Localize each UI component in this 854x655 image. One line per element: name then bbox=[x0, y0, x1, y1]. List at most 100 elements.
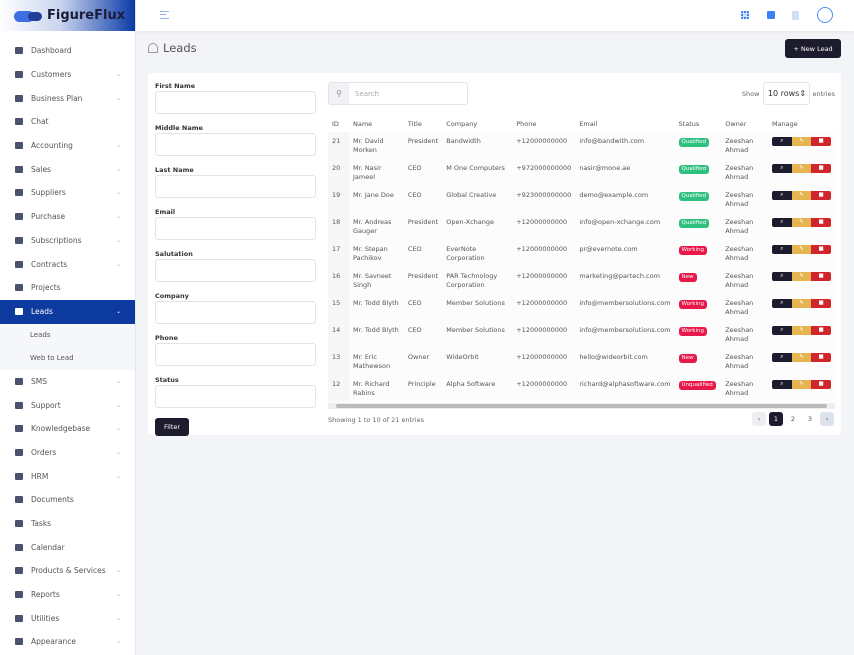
page-button[interactable]: 2 bbox=[790, 415, 796, 423]
sidebar-item-products-services[interactable]: Products & Services ⌄ bbox=[0, 559, 135, 583]
sidebar-item-knowledgebase[interactable]: Knowledgebase ⌄ bbox=[0, 417, 135, 441]
sidebar-item-sales[interactable]: Sales ⌄ bbox=[0, 157, 135, 181]
sidebar-item-chat[interactable]: Chat bbox=[0, 110, 135, 134]
edit-button[interactable]: ✎ bbox=[791, 137, 812, 146]
rows-select[interactable]: 10 rows ⇕ bbox=[763, 82, 811, 105]
delete-button[interactable]: ■ bbox=[811, 191, 831, 200]
edit-button[interactable]: ✎ bbox=[791, 218, 812, 227]
filter-button[interactable]: Filter bbox=[155, 418, 189, 436]
delete-button[interactable]: ■ bbox=[811, 299, 831, 308]
sidebar-item-dashboard[interactable]: Dashboard bbox=[0, 39, 135, 63]
status-badge: Working bbox=[678, 246, 707, 255]
cell: Working bbox=[675, 321, 722, 348]
edit-button[interactable]: ✎ bbox=[791, 326, 812, 335]
filter-input[interactable] bbox=[155, 175, 316, 198]
filter-label: Last Name bbox=[155, 166, 194, 174]
view-button[interactable]: ⌕ bbox=[771, 164, 792, 173]
sidebar-item-documents[interactable]: Documents bbox=[0, 488, 135, 512]
column-header[interactable]: Phone bbox=[516, 119, 537, 128]
search-box[interactable]: ⚲ Search bbox=[328, 82, 468, 105]
view-button[interactable]: ⌕ bbox=[771, 137, 792, 146]
sidebar-item-reports[interactable]: Reports ⌄ bbox=[0, 583, 135, 607]
sidebar-item-accounting[interactable]: Accounting ⌄ bbox=[0, 134, 135, 158]
view-button[interactable]: ⌕ bbox=[771, 326, 792, 335]
column-header[interactable]: Email bbox=[579, 119, 598, 128]
column-header[interactable]: Company bbox=[446, 119, 478, 128]
sidebar-item-suppliers[interactable]: Suppliers ⌄ bbox=[0, 181, 135, 205]
edit-button[interactable]: ✎ bbox=[791, 353, 812, 362]
edit-button[interactable]: ✎ bbox=[791, 272, 812, 281]
brand-logo[interactable]: FigureFlux bbox=[0, 0, 135, 31]
logo-icon bbox=[14, 10, 44, 22]
sidebar-item-subscriptions[interactable]: Subscriptions ⌄ bbox=[0, 229, 135, 253]
delete-button[interactable]: ■ bbox=[811, 353, 831, 362]
sidebar-item-label: SMS bbox=[31, 376, 47, 386]
cell: Bandwidth bbox=[446, 137, 481, 145]
sidebar-item-sms[interactable]: SMS ⌄ bbox=[0, 370, 135, 394]
edit-button[interactable]: ✎ bbox=[791, 164, 812, 173]
leads-card: First Name Middle Name Last Name Email Salut… bbox=[148, 73, 841, 436]
cell: Zeeshan Ahmad bbox=[725, 380, 754, 397]
edit-button[interactable]: ✎ bbox=[791, 245, 812, 254]
sidebar-item-support[interactable]: Support ⌄ bbox=[0, 393, 135, 417]
sidebar-item-purchase[interactable]: Purchase ⌄ bbox=[0, 205, 135, 229]
user-icon bbox=[148, 43, 158, 53]
user-avatar[interactable] bbox=[817, 7, 833, 23]
clipboard-icon[interactable] bbox=[792, 11, 799, 20]
filter-input[interactable] bbox=[155, 301, 316, 324]
sidebar-item-customers[interactable]: Customers ⌄ bbox=[0, 63, 135, 87]
column-header[interactable]: Status bbox=[678, 119, 700, 128]
delete-button[interactable]: ■ bbox=[811, 137, 831, 146]
column-header[interactable]: Name bbox=[353, 119, 373, 128]
column-header[interactable]: ID bbox=[332, 119, 339, 128]
column-header[interactable]: Title bbox=[407, 119, 422, 128]
search-input[interactable]: Search bbox=[355, 89, 380, 98]
filter-input[interactable] bbox=[155, 91, 316, 114]
sidebar-item-contracts[interactable]: Contracts ⌄ bbox=[0, 252, 135, 276]
column-header[interactable]: Owner bbox=[725, 119, 747, 128]
filter-input[interactable] bbox=[155, 217, 316, 240]
page-button[interactable]: 3 bbox=[807, 415, 813, 423]
delete-button[interactable]: ■ bbox=[811, 326, 831, 335]
view-button[interactable]: ⌕ bbox=[771, 245, 792, 254]
view-button[interactable]: ⌕ bbox=[771, 353, 792, 362]
delete-button[interactable]: ■ bbox=[811, 164, 831, 173]
filter-input[interactable] bbox=[155, 385, 316, 408]
sidebar-item-appearance[interactable]: Appearance ⌄ bbox=[0, 630, 135, 654]
table-info: Showing 1 to 10 of 21 entries bbox=[328, 416, 424, 424]
edit-button[interactable]: ✎ bbox=[791, 299, 812, 308]
sidebar-item-orders[interactable]: Orders ⌄ bbox=[0, 441, 135, 465]
edit-button[interactable]: ✎ bbox=[791, 191, 812, 200]
edit-button[interactable]: ✎ bbox=[791, 380, 812, 389]
sidebar-item-projects[interactable]: Projects bbox=[0, 276, 135, 300]
page-button[interactable]: 1 bbox=[769, 412, 783, 426]
delete-button[interactable]: ■ bbox=[811, 272, 831, 281]
sidebar-item-tasks[interactable]: Tasks bbox=[0, 512, 135, 536]
folder-icon[interactable] bbox=[767, 11, 775, 19]
sidebar-item-hrm[interactable]: HRM ⌄ bbox=[0, 464, 135, 488]
filter-input[interactable] bbox=[155, 259, 316, 282]
column-header[interactable]: Manage bbox=[771, 119, 798, 128]
next-page-button[interactable]: › bbox=[820, 412, 834, 426]
view-button[interactable]: ⌕ bbox=[771, 380, 792, 389]
view-button[interactable]: ⌕ bbox=[771, 218, 792, 227]
new-lead-button[interactable]: + New Lead bbox=[785, 39, 841, 58]
view-button[interactable]: ⌕ bbox=[771, 272, 792, 281]
sidebar-item-utilities[interactable]: Utilities ⌄ bbox=[0, 606, 135, 630]
delete-button[interactable]: ■ bbox=[811, 245, 831, 254]
view-button[interactable]: ⌕ bbox=[771, 299, 792, 308]
sidebar-item-business-plan[interactable]: Business Plan ⌄ bbox=[0, 86, 135, 110]
sidebar-subitem[interactable]: Leads bbox=[0, 323, 135, 347]
sidebar-subitem[interactable]: Web to Lead bbox=[0, 346, 135, 370]
sidebar-item-leads[interactable]: Leads ⌄ bbox=[0, 299, 135, 324]
filter-input[interactable] bbox=[155, 133, 316, 156]
filter-input[interactable] bbox=[155, 343, 316, 366]
view-button[interactable]: ⌕ bbox=[771, 191, 792, 200]
prev-page-button[interactable]: ‹ bbox=[752, 412, 766, 426]
sidebar-item-calendar[interactable]: Calendar bbox=[0, 535, 135, 559]
delete-button[interactable]: ■ bbox=[811, 218, 831, 227]
apps-icon[interactable] bbox=[741, 11, 749, 19]
menu-toggle-icon[interactable] bbox=[160, 11, 169, 19]
horizontal-scrollbar[interactable] bbox=[328, 403, 835, 409]
delete-button[interactable]: ■ bbox=[811, 380, 831, 389]
